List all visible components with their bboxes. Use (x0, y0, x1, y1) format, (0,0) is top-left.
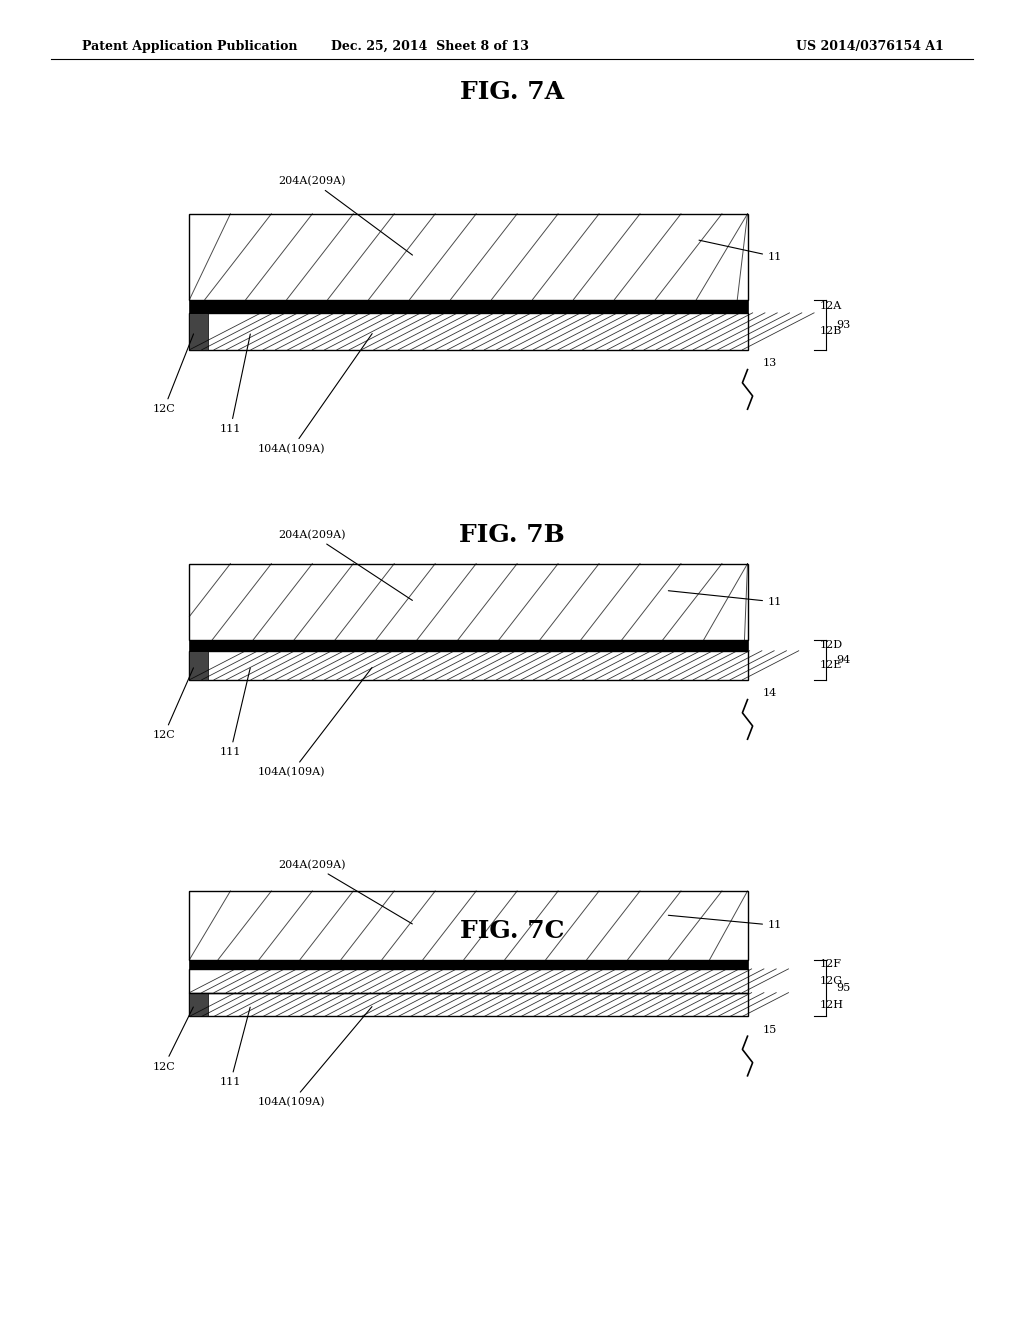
Bar (189, 651, 748, 680)
Bar (189, 891, 748, 960)
Text: FIG. 7B: FIG. 7B (459, 523, 565, 546)
Text: 12H: 12H (819, 999, 843, 1010)
Text: 93: 93 (837, 319, 851, 330)
Text: FIG. 7C: FIG. 7C (460, 919, 564, 942)
Text: 15: 15 (763, 1024, 777, 1035)
Text: 12G: 12G (819, 975, 843, 986)
Text: 94: 94 (837, 655, 851, 665)
Text: 204A(209A): 204A(209A) (279, 529, 413, 601)
Text: 204A(209A): 204A(209A) (279, 176, 413, 255)
Text: 11: 11 (669, 591, 782, 607)
Bar (189, 640, 748, 651)
Bar (189, 993, 208, 1016)
Text: 12A: 12A (819, 301, 842, 312)
Text: FIG. 7A: FIG. 7A (460, 81, 564, 104)
Bar (189, 969, 748, 993)
Bar (189, 993, 748, 1016)
Bar (189, 960, 748, 969)
Text: 104A(109A): 104A(109A) (258, 668, 372, 777)
Bar (189, 214, 748, 300)
Text: 11: 11 (699, 240, 782, 261)
Bar (189, 313, 208, 350)
Text: 12F: 12F (819, 960, 841, 969)
Text: 12D: 12D (819, 640, 843, 651)
Text: 111: 111 (220, 1007, 250, 1088)
Bar (189, 300, 748, 313)
Text: 12C: 12C (153, 334, 194, 414)
Text: 12C: 12C (153, 668, 194, 741)
Text: 204A(209A): 204A(209A) (279, 859, 413, 924)
Text: Patent Application Publication: Patent Application Publication (82, 40, 297, 53)
Bar (189, 564, 748, 640)
Text: 14: 14 (763, 688, 777, 698)
Text: Dec. 25, 2014  Sheet 8 of 13: Dec. 25, 2014 Sheet 8 of 13 (331, 40, 529, 53)
Text: 104A(109A): 104A(109A) (258, 1007, 372, 1107)
Bar (189, 651, 208, 680)
Text: 12B: 12B (819, 326, 842, 337)
Text: 12C: 12C (153, 1007, 194, 1072)
Text: 13: 13 (763, 358, 777, 368)
Text: US 2014/0376154 A1: US 2014/0376154 A1 (797, 40, 944, 53)
Bar (189, 313, 748, 350)
Text: 104A(109A): 104A(109A) (258, 334, 372, 454)
Text: 111: 111 (220, 334, 250, 434)
Text: 95: 95 (837, 983, 851, 993)
Text: 111: 111 (220, 668, 250, 758)
Text: 11: 11 (669, 915, 782, 931)
Text: 12E: 12E (819, 660, 842, 671)
